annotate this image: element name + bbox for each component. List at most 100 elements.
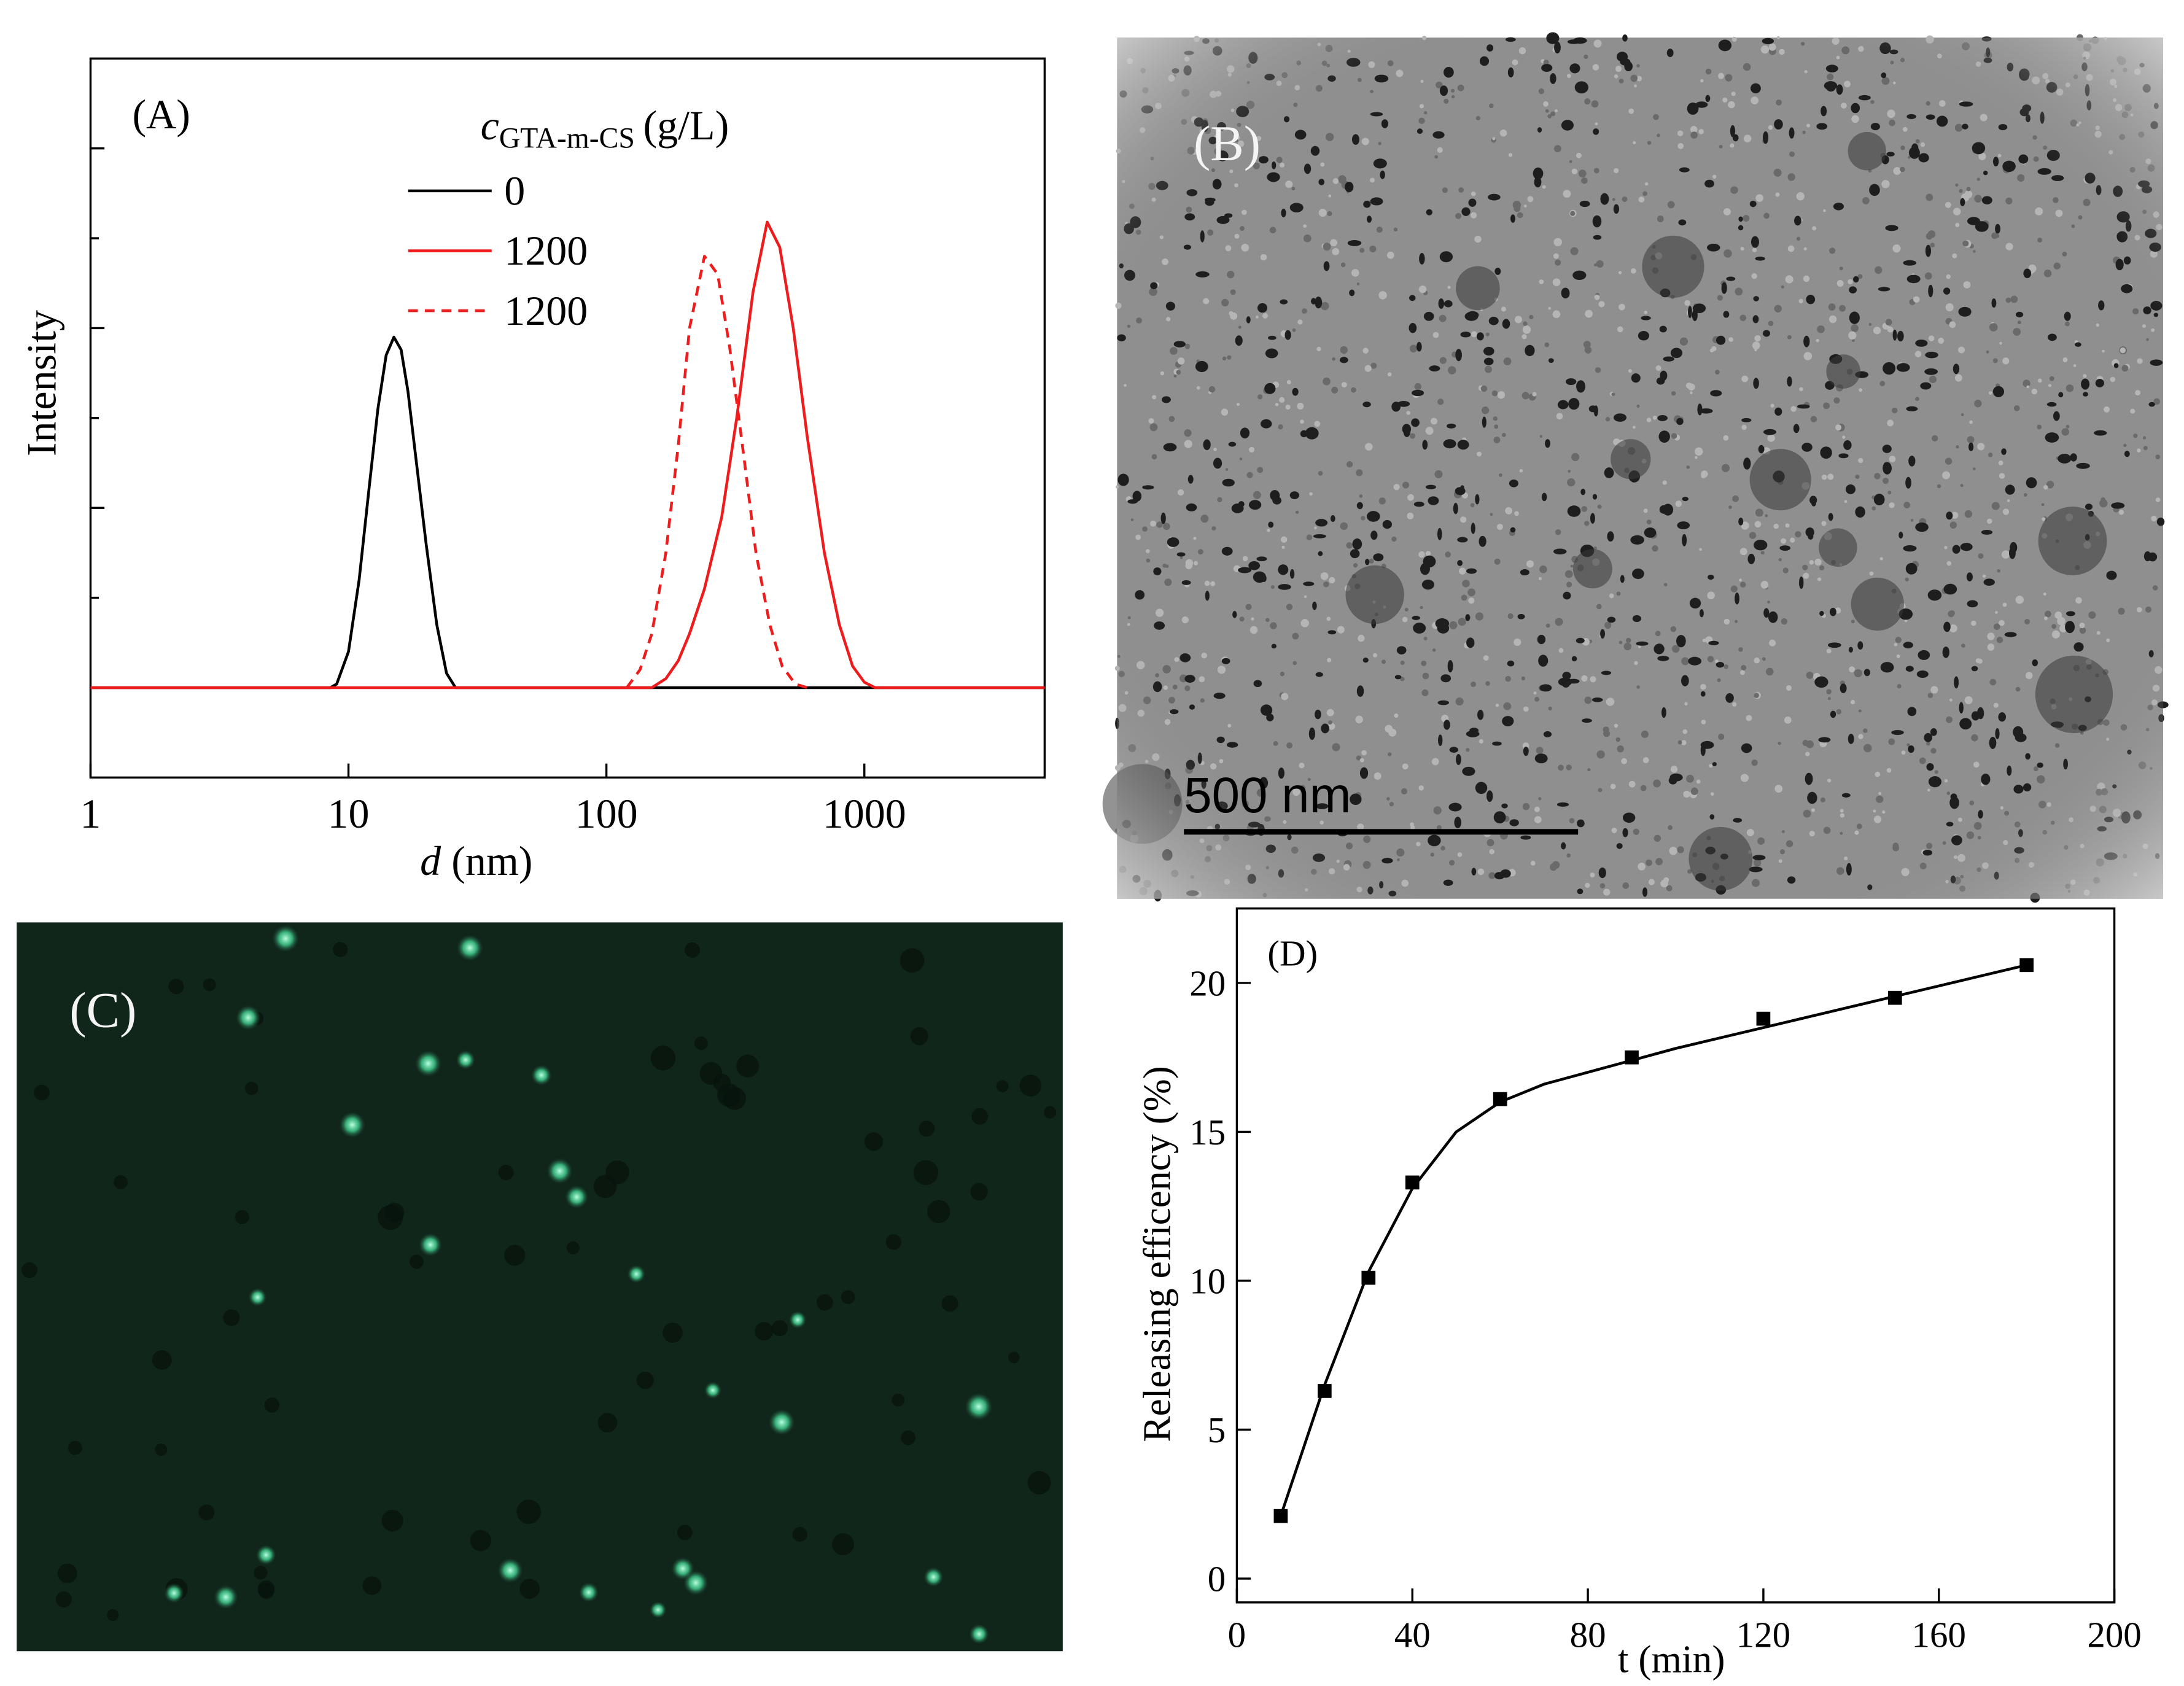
legend-label: 0 (504, 168, 525, 214)
dark-spot (504, 1245, 526, 1266)
dark-spot (519, 1579, 540, 1599)
dark-spot (57, 1563, 77, 1583)
data-point (2019, 958, 2034, 973)
y-tick-label: 20 (1189, 963, 1226, 1004)
dark-spot (663, 1323, 683, 1343)
dark-spot (597, 1413, 618, 1433)
dark-spot (223, 1309, 240, 1326)
panel-label: (B) (1194, 115, 1261, 171)
dark-spot (155, 1443, 168, 1456)
x-tick-label: 1000 (823, 790, 906, 837)
dark-spot (605, 1160, 629, 1184)
fluorescence-image: (C) (17, 922, 1063, 1652)
x-axis-unit: (nm) (451, 837, 532, 884)
y-axis-label: Intensity (18, 310, 65, 456)
dark-spot (257, 1580, 275, 1598)
vignette (1117, 37, 2163, 899)
y-axis-label: Releasing efficency (%) (1135, 1066, 1179, 1442)
y-tick-label: 15 (1189, 1112, 1226, 1152)
dark-spot (685, 942, 700, 958)
dark-spot (107, 1609, 119, 1621)
series-line (1279, 963, 2027, 1517)
dark-spot (1008, 1351, 1020, 1364)
legend-symbol: c (481, 102, 499, 149)
dark-spot (892, 1393, 905, 1407)
plot-frame (1235, 907, 2116, 1604)
legend-unit: (g/L) (643, 102, 729, 149)
dark-spot (636, 1372, 654, 1389)
dark-spot (832, 1533, 854, 1556)
dark-spot (913, 1160, 939, 1186)
y-tick-label: 5 (1208, 1410, 1226, 1450)
panel-label: (A) (133, 91, 190, 138)
chart-d: (D) Releasing efficency (%) t (min) 0 40 8… (1135, 907, 2142, 1680)
dark-spot (114, 1175, 128, 1189)
fluorescent-spot (272, 925, 300, 952)
x-tick-label: 160 (1912, 1614, 1966, 1655)
fluorescent-spot (969, 1624, 989, 1644)
chart-a: (A) Intensity d (nm) cGTA-m-CS (g/L) 1 10 1… (18, 57, 1046, 884)
dark-spot (1027, 1470, 1051, 1495)
fluorescent-spot (546, 1158, 573, 1184)
fluorescent-spot (419, 1233, 443, 1257)
fluorescent-spot (788, 1311, 807, 1329)
dark-spot (498, 1165, 514, 1181)
dark-spot (694, 1036, 708, 1051)
dark-spot (927, 1200, 950, 1224)
legend-subscript: GTA-m-CS (499, 123, 635, 155)
x-tick-label: 40 (1394, 1614, 1431, 1655)
fluorescent-spot (704, 1381, 722, 1399)
y-tick-label: 0 (1208, 1559, 1226, 1599)
legend-title: cGTA-m-CS (g/L) (481, 102, 729, 155)
dark-spot (1019, 1074, 1042, 1097)
fluorescent-spot (530, 1065, 552, 1086)
series-line (626, 255, 808, 690)
dark-spot (941, 1295, 958, 1312)
panel-label: (D) (1267, 933, 1318, 974)
x-tick-label: 10 (328, 790, 370, 837)
dark-spot (900, 948, 925, 973)
fluorescent-spot (164, 1583, 184, 1603)
image-background (17, 922, 1063, 1652)
y-tick-label: 10 (1189, 1261, 1226, 1302)
dark-spot (68, 1440, 82, 1455)
fluorescent-spot (649, 1601, 667, 1618)
plot-frame (89, 57, 1046, 779)
x-tick-label: 120 (1736, 1614, 1790, 1655)
dark-spot (677, 1525, 693, 1540)
x-axis-label: t (min) (1618, 1637, 1725, 1680)
dark-spot (235, 1210, 249, 1224)
dark-spot (817, 1294, 833, 1311)
dark-spot (864, 1132, 884, 1151)
fluorescent-spot (965, 1393, 993, 1421)
particles (21, 925, 1057, 1644)
fluorescent-spot (671, 1557, 694, 1580)
dark-spot (971, 1108, 989, 1125)
dark-spot (970, 1183, 989, 1201)
data-point (1756, 1011, 1771, 1026)
dark-spot (244, 1081, 258, 1095)
dark-spot (333, 942, 348, 957)
dark-spot (384, 1202, 405, 1222)
x-tick-label: 1 (80, 790, 101, 837)
fluorescent-spot (214, 1585, 238, 1609)
dark-spot (21, 1262, 37, 1278)
dark-spot (996, 1080, 1009, 1092)
fluorescent-spot (923, 1567, 944, 1587)
x-axis-symbol: d (420, 837, 441, 884)
legend-label: 1200 (504, 227, 588, 274)
data-point (1493, 1092, 1507, 1106)
dark-spot (152, 1350, 172, 1370)
x-tick-label: 80 (1570, 1614, 1606, 1655)
scale-bar-label: 500 nm (1184, 767, 1351, 823)
fluorescent-spot (414, 1050, 442, 1077)
dark-spot (381, 1510, 403, 1532)
x-tick-label: 200 (2087, 1614, 2141, 1655)
fluorescent-spot (578, 1582, 599, 1602)
dark-spot (55, 1591, 72, 1607)
dark-spot (198, 1504, 215, 1521)
series-line (90, 335, 1045, 690)
dark-spot (409, 1254, 424, 1269)
